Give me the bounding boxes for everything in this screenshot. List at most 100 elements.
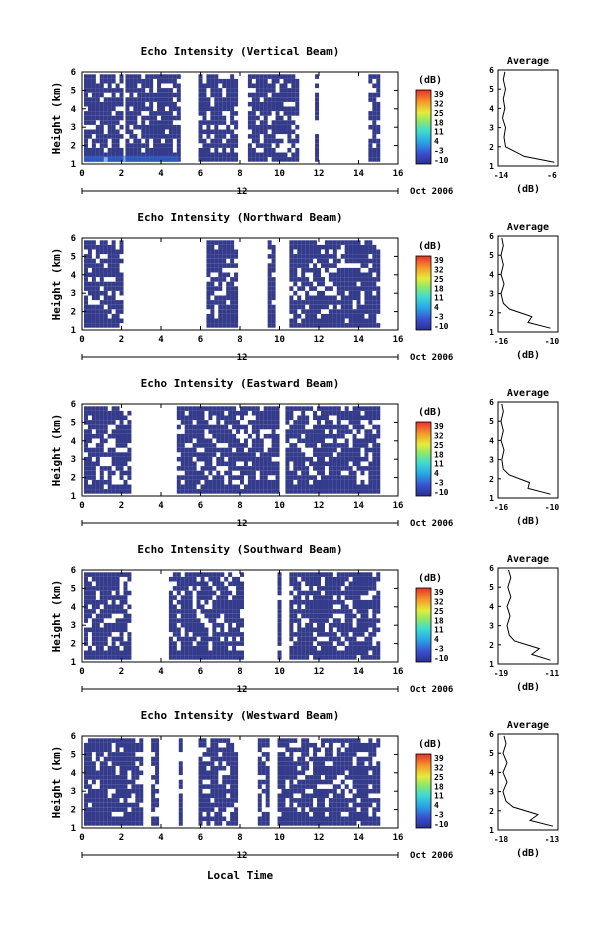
echo-cell [226, 249, 231, 255]
echo-cell [218, 816, 223, 822]
echo-cell [348, 747, 353, 753]
echo-cell [348, 622, 353, 628]
echo-cell [202, 802, 207, 808]
echo-cell [297, 779, 302, 785]
echo-cell [202, 793, 207, 799]
echo-cell [107, 807, 112, 812]
echo-cell [340, 313, 345, 319]
echo-cell [320, 295, 325, 301]
echo-cell [216, 447, 221, 453]
echo-cell [196, 456, 201, 462]
echo-cell [289, 286, 294, 291]
echo-cell [91, 618, 96, 623]
echo-cell [360, 821, 365, 826]
echo-cell [192, 470, 197, 476]
echo-cell [149, 92, 154, 98]
colorbar-tick-label: 4 [434, 635, 439, 644]
echo-cell [111, 622, 116, 628]
echo-cell [95, 92, 100, 98]
echo-cell [95, 456, 100, 462]
echo-cell [368, 622, 373, 628]
x-tick-label: 14 [353, 501, 364, 511]
echo-cell [87, 258, 92, 264]
echo-cell [332, 277, 337, 282]
echo-cell [328, 272, 333, 278]
echo-cell [328, 590, 333, 596]
echo-cell [332, 406, 337, 411]
echo-cell [95, 627, 100, 633]
echo-cell [172, 572, 177, 577]
echo-cell [309, 489, 314, 494]
echo-cell [356, 429, 361, 434]
echo-cell [372, 650, 377, 656]
echo-cell [83, 300, 88, 305]
echo-cell [133, 143, 138, 148]
echo-cell [324, 263, 329, 268]
echo-cell [275, 115, 280, 121]
echo-cell [348, 323, 353, 328]
echo-cell [228, 438, 233, 444]
echo-cell [137, 106, 142, 112]
echo-cell [297, 811, 302, 817]
echo-cell [293, 461, 298, 467]
echo-cell [263, 433, 268, 439]
echo-cell [145, 78, 150, 84]
echo-cell [87, 765, 92, 771]
echo-cell [196, 406, 201, 411]
echo-cell [352, 627, 357, 633]
echo-cell [111, 586, 116, 591]
echo-cell [340, 604, 345, 610]
echo-cell [240, 489, 244, 494]
echo-cell [99, 807, 104, 812]
echo-cell [340, 742, 345, 748]
echo-cell [127, 604, 132, 610]
echo-cell [212, 452, 217, 457]
echo-cell [83, 479, 88, 485]
echo-cell [368, 143, 373, 148]
echo-cell [313, 645, 318, 651]
echo-cell [340, 655, 345, 660]
echo-cell [356, 590, 361, 596]
echo-cell [364, 300, 369, 305]
echo-cell [234, 304, 239, 310]
echo-cell [368, 761, 373, 766]
echo-cell [111, 263, 116, 268]
echo-cell [336, 761, 341, 766]
echo-cell [297, 599, 302, 605]
echo-cell [340, 240, 345, 245]
echo-cell [352, 433, 357, 439]
echo-cell [230, 318, 235, 324]
echo-cell [222, 249, 227, 255]
echo-cell [320, 461, 325, 467]
echo-cell [360, 489, 365, 494]
echo-cell [198, 775, 203, 780]
echo-cell [200, 650, 205, 656]
echo-cell [240, 632, 244, 637]
echo-cell [91, 821, 96, 826]
echo-cell [372, 452, 377, 457]
echo-cell [376, 572, 381, 577]
echo-cell [87, 793, 92, 799]
echo-cell [301, 263, 306, 268]
echo-cell [317, 793, 322, 799]
echo-cell [305, 406, 310, 411]
echo-cell [236, 466, 241, 471]
echo-cell [277, 636, 282, 642]
heatmap-title: Echo Intensity (Vertical Beam) [141, 45, 340, 58]
echo-cell [210, 738, 215, 743]
echo-cell [376, 143, 381, 148]
echo-cell [372, 295, 377, 301]
echo-cell [336, 420, 341, 425]
echo-cell [119, 152, 124, 158]
echo-cell [368, 240, 373, 245]
echo-cell [168, 97, 173, 102]
echo-cell [91, 424, 96, 430]
echo-cell [289, 443, 294, 448]
echo-cell [360, 406, 365, 411]
echo-cell [228, 609, 233, 614]
echo-cell [206, 807, 211, 812]
echo-cell [336, 627, 341, 633]
echo-cell [212, 590, 217, 596]
average-y-tick-label: 2 [489, 309, 494, 318]
echo-cell [360, 286, 365, 291]
